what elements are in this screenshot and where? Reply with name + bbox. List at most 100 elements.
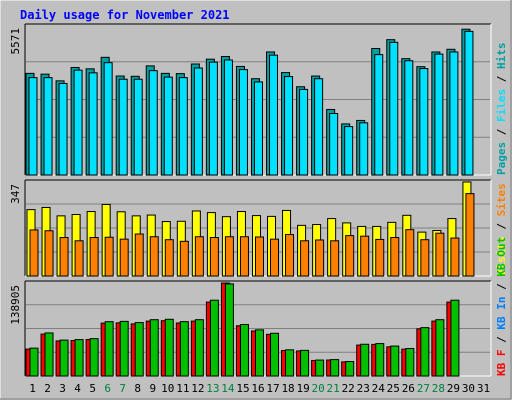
bar-kb-out bbox=[164, 318, 174, 377]
bar-sites bbox=[420, 239, 430, 277]
bar-kb-out bbox=[104, 321, 114, 377]
day-label: 24 bbox=[372, 382, 386, 395]
bar-sites bbox=[270, 238, 280, 277]
bar-kb-out bbox=[119, 320, 129, 377]
day-label: 12 bbox=[191, 382, 204, 395]
panel-2-legend: Visits / Sites bbox=[495, 183, 508, 276]
bar-kb-out bbox=[209, 299, 219, 377]
bar-sites bbox=[390, 237, 400, 277]
panel-3: 138905 KB F / KB In / KB Out bbox=[9, 237, 508, 377]
day-label: 9 bbox=[149, 382, 156, 395]
legend-separator: / bbox=[495, 69, 508, 89]
panel-3-legend: KB F / KB In / KB Out bbox=[495, 237, 508, 376]
bar-files bbox=[449, 51, 459, 176]
bar-kb-out bbox=[179, 321, 189, 377]
day-label: 20 bbox=[312, 382, 325, 395]
day-label: 23 bbox=[357, 382, 370, 395]
bar-sites bbox=[285, 234, 295, 277]
bar-sites bbox=[209, 237, 219, 277]
bar-sites bbox=[435, 232, 445, 277]
legend-kb-in: KB In bbox=[495, 297, 508, 330]
bar-files bbox=[284, 76, 294, 176]
bar-kb-out bbox=[405, 347, 415, 377]
bar-files bbox=[28, 77, 38, 176]
bar-kb-out bbox=[420, 327, 430, 377]
bar-kb-out bbox=[345, 361, 355, 377]
legend-hits: Hits bbox=[495, 43, 508, 70]
bar-sites bbox=[254, 236, 264, 277]
day-label: 14 bbox=[221, 382, 235, 395]
bar-files bbox=[133, 78, 143, 176]
day-label: 10 bbox=[161, 382, 174, 395]
bar-kb-out bbox=[239, 324, 249, 377]
bar-kb-out bbox=[254, 329, 264, 377]
bar-sites bbox=[450, 237, 460, 277]
bar-sites bbox=[315, 239, 325, 277]
day-label: 7 bbox=[119, 382, 126, 395]
day-label: 31 bbox=[477, 382, 490, 395]
bar-sites bbox=[465, 193, 475, 277]
day-axis-labels: 1 2 3 4 5 6 7 8 9 10 11 12 13 14 15 16 17 18 19 20 21 22 23 24 2… bbox=[29, 382, 490, 395]
bar-kb-out bbox=[330, 359, 340, 377]
bar-sites bbox=[300, 240, 310, 277]
bar-files bbox=[103, 62, 113, 176]
bar-sites bbox=[405, 229, 415, 277]
day-label: 21 bbox=[327, 382, 340, 395]
legend-separator: / bbox=[495, 216, 508, 236]
legend-separator: / bbox=[495, 330, 508, 350]
bar-kb-out bbox=[134, 322, 144, 377]
bar-sites bbox=[179, 240, 189, 277]
day-label: 17 bbox=[266, 382, 279, 395]
bar-kb-out bbox=[300, 349, 310, 377]
bar-kb-out bbox=[74, 339, 84, 377]
bar-kb-out bbox=[29, 347, 39, 377]
bar-sites bbox=[164, 239, 174, 277]
bar-kb-out bbox=[89, 338, 99, 377]
bar-sites bbox=[345, 235, 355, 277]
bar-files bbox=[434, 53, 444, 176]
bar-kb-out bbox=[375, 343, 385, 377]
bar-files bbox=[223, 59, 233, 176]
bar-sites bbox=[330, 240, 340, 277]
day-label: 5 bbox=[89, 382, 96, 395]
bar-sites bbox=[194, 236, 204, 277]
bar-files bbox=[359, 122, 369, 176]
day-label: 16 bbox=[251, 382, 264, 395]
bar-sites bbox=[104, 236, 114, 277]
day-label: 15 bbox=[236, 382, 249, 395]
panel-1-legend: Pages / Files / Hits bbox=[495, 43, 508, 176]
bar-files bbox=[148, 70, 158, 176]
legend-sites: Sites bbox=[495, 183, 508, 216]
bar-sites bbox=[375, 238, 385, 277]
bar-kb-out bbox=[59, 339, 69, 377]
panel-2: 347 Visits / Sites bbox=[9, 179, 508, 277]
legend-kb-f: KB F bbox=[495, 350, 508, 377]
bar-files bbox=[193, 67, 203, 176]
day-label: 4 bbox=[74, 382, 81, 395]
bar-sites bbox=[134, 233, 144, 277]
bar-files bbox=[43, 77, 53, 176]
legend-separator: / bbox=[495, 277, 508, 297]
bar-sites bbox=[239, 236, 249, 277]
legend-files: Files bbox=[495, 89, 508, 122]
bar-kb-out bbox=[44, 332, 54, 377]
chart-panels: 5571 Pages / Files / Hits 347 Visits / Site… bbox=[9, 23, 508, 377]
bar-files bbox=[118, 78, 128, 176]
bar-sites bbox=[59, 237, 69, 277]
day-label: 27 bbox=[417, 382, 430, 395]
bar-kb-out bbox=[435, 319, 445, 377]
bar-sites bbox=[29, 229, 39, 277]
day-label: 3 bbox=[59, 382, 66, 395]
bar-files bbox=[419, 68, 429, 176]
bar-sites bbox=[44, 230, 54, 277]
day-label: 25 bbox=[387, 382, 400, 395]
bar-sites bbox=[360, 235, 370, 277]
bar-files bbox=[163, 76, 173, 176]
day-label: 30 bbox=[462, 382, 475, 395]
day-label: 26 bbox=[402, 382, 415, 395]
bar-files bbox=[238, 69, 248, 176]
day-label: 6 bbox=[104, 382, 111, 395]
bar-sites bbox=[89, 237, 99, 277]
